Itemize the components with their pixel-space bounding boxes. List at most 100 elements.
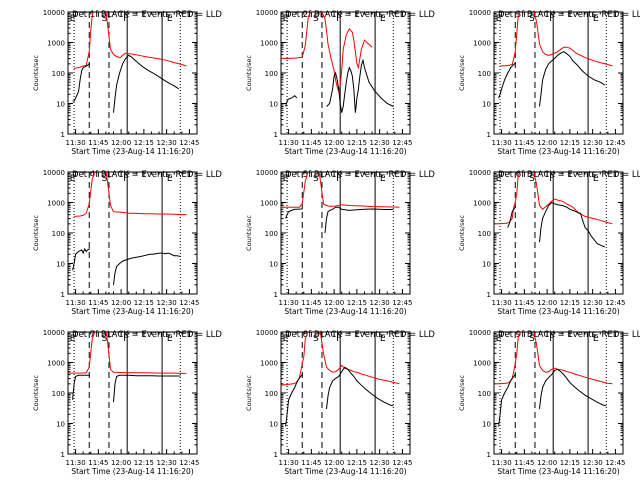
x-tick-label: 12:45 <box>179 139 199 147</box>
series-group <box>281 332 400 427</box>
event-marker-label: E <box>593 174 599 184</box>
x-tick-label: 12:30 <box>583 459 603 467</box>
y-tick-label: 10 <box>482 101 491 109</box>
event-marker-label: S <box>313 174 319 184</box>
event-marker-label: E <box>496 174 502 184</box>
y-tick-label: 1 <box>487 291 491 299</box>
x-tick-label: 12:30 <box>157 299 177 307</box>
y-tick-label: 10 <box>482 261 491 269</box>
x-tick-label: 12:30 <box>370 299 390 307</box>
series-line-events <box>539 368 607 409</box>
event-marker-label: E <box>380 174 386 184</box>
x-tick-label: 12:00 <box>111 459 131 467</box>
series-line-events <box>113 252 181 285</box>
series-line-events <box>113 374 181 403</box>
x-axis-label: Start Time (23-Aug-14 11:16:20) <box>497 467 619 476</box>
x-tick-label: 11:45 <box>514 299 534 307</box>
plot-frame <box>493 331 624 455</box>
event-marker-label: E <box>283 174 289 184</box>
y-tick-label: 1000 <box>260 40 278 48</box>
event-marker-label: S <box>529 14 535 24</box>
x-tick-label: 12:15 <box>560 139 580 147</box>
x-tick-label: 12:45 <box>179 299 199 307</box>
x-tick-label: 11:45 <box>514 139 534 147</box>
series-line-lld <box>74 172 187 217</box>
y-tick-label: 1 <box>487 131 491 139</box>
event-marker-label: E <box>70 14 76 24</box>
panel-7: Det 7f BLACK = Events, RED = LLD 1 10 100 10… <box>32 329 222 476</box>
y-tick-label: 1 <box>487 451 491 459</box>
x-tick-label: 11:45 <box>514 459 534 467</box>
y-axis-label: Counts/sec <box>245 375 253 411</box>
y-tick-label: 10000 <box>469 329 491 337</box>
x-tick-label: 12:30 <box>583 299 603 307</box>
x-tick-label: 12:00 <box>111 139 131 147</box>
y-tick-label: 10000 <box>469 169 491 177</box>
x-tick-label: 12:45 <box>605 459 625 467</box>
x-tick-label: 12:00 <box>111 299 131 307</box>
y-tick-label: 1 <box>274 291 278 299</box>
event-marker-label: S <box>313 334 319 344</box>
y-tick-label: 10000 <box>469 9 491 17</box>
y-tick-label: 10 <box>56 101 65 109</box>
y-tick-label: 10 <box>269 421 278 429</box>
event-marker-label: E <box>70 174 76 184</box>
series-line-events <box>498 374 516 427</box>
event-marker-label: E <box>496 14 502 24</box>
x-tick-label: 11:30 <box>491 139 511 147</box>
x-axis-label: Start Time (23-Aug-14 11:16:20) <box>284 467 406 476</box>
event-marker-label: F <box>123 334 128 344</box>
series-line-lld <box>500 12 613 67</box>
y-tick-label: 100 <box>478 230 491 238</box>
x-axis-label: Start Time (23-Aug-14 11:16:20) <box>71 467 193 476</box>
x-tick-label: 11:30 <box>278 459 298 467</box>
y-tick-label: 10000 <box>43 169 65 177</box>
series-group <box>281 172 400 234</box>
event-marker-label: F <box>336 174 341 184</box>
y-tick-label: 10 <box>482 421 491 429</box>
series-line-events <box>326 58 394 113</box>
x-tick-label: 11:30 <box>278 299 298 307</box>
event-marker-label: E <box>283 14 289 24</box>
x-tick-label: 12:30 <box>157 459 177 467</box>
plot-frame <box>67 331 198 455</box>
event-marker-label: S <box>102 334 108 344</box>
x-tick-label: 11:30 <box>491 299 511 307</box>
x-tick-label: 12:15 <box>134 299 154 307</box>
event-marker-label: F <box>123 14 128 24</box>
x-tick-label: 11:45 <box>301 299 321 307</box>
y-tick-label: 1 <box>61 131 65 139</box>
event-marker-label: F <box>336 14 341 24</box>
series-group <box>494 332 613 427</box>
series-line-events <box>72 374 90 400</box>
panel-3: Det 3f BLACK = Events, RED = LLD 1 10 100 10… <box>458 9 640 156</box>
x-tick-label: 12:30 <box>370 459 390 467</box>
x-tick-label: 12:30 <box>583 139 603 147</box>
x-tick-label: 12:45 <box>605 139 625 147</box>
y-tick-label: 1 <box>274 131 278 139</box>
y-tick-label: 1000 <box>47 40 65 48</box>
panel-8: Det 8f BLACK = Events, RED = LLD 1 10 100 10… <box>245 329 435 476</box>
x-tick-label: 11:30 <box>278 139 298 147</box>
panel-title: Det 1f BLACK = Events, RED = LLD <box>72 10 222 20</box>
y-tick-label: 10000 <box>256 169 278 177</box>
y-tick-label: 10000 <box>43 9 65 17</box>
series-group <box>68 332 187 403</box>
x-tick-label: 12:15 <box>347 459 367 467</box>
x-tick-label: 12:15 <box>134 459 154 467</box>
y-tick-label: 100 <box>52 70 65 78</box>
x-tick-label: 12:45 <box>392 299 412 307</box>
event-marker-label: F <box>123 174 128 184</box>
x-tick-label: 12:00 <box>324 299 344 307</box>
x-tick-label: 12:45 <box>605 299 625 307</box>
x-axis-label: Start Time (23-Aug-14 11:16:20) <box>284 307 406 316</box>
x-tick-label: 12:45 <box>392 459 412 467</box>
x-tick-label: 11:30 <box>65 299 85 307</box>
series-line-events <box>507 206 516 228</box>
y-tick-label: 10000 <box>256 9 278 17</box>
y-tick-label: 1000 <box>473 40 491 48</box>
y-axis-label: Counts/sec <box>245 55 253 91</box>
y-tick-label: 1000 <box>473 200 491 208</box>
y-tick-label: 10 <box>56 261 65 269</box>
x-axis-label: Start Time (23-Aug-14 11:16:20) <box>497 147 619 156</box>
